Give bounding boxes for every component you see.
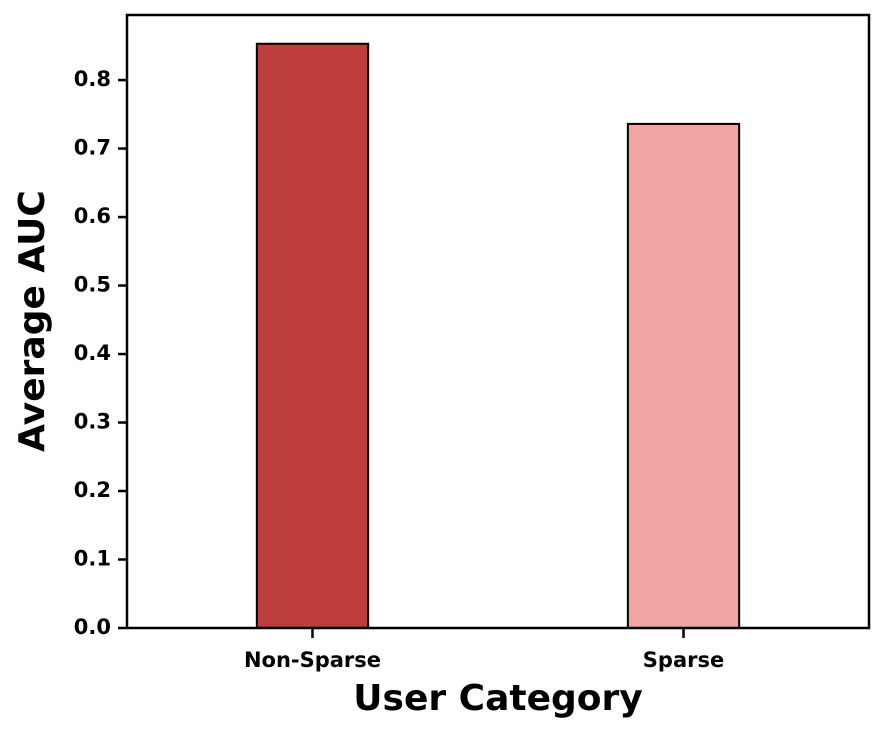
y-tick-label: 0.3 [74,410,111,434]
y-tick-label: 0.8 [74,67,111,91]
y-tick-label: 0.1 [74,547,111,571]
y-tick-label: 0.5 [74,273,111,297]
bar [626,122,741,629]
y-tick-label: 0.7 [74,136,111,160]
y-tick-label: 0.2 [74,478,111,502]
y-tick-label: 0.0 [74,615,111,639]
y-axis-label: Average AUC [12,190,53,452]
x-tick-label: Sparse [643,648,724,672]
x-axis-label: User Category [353,678,642,719]
y-tick-label: 0.6 [74,204,111,228]
plot-frame [125,13,871,630]
x-tick-label: Non-Sparse [244,648,381,672]
y-tick-label: 0.4 [74,341,111,365]
bar [255,42,370,629]
